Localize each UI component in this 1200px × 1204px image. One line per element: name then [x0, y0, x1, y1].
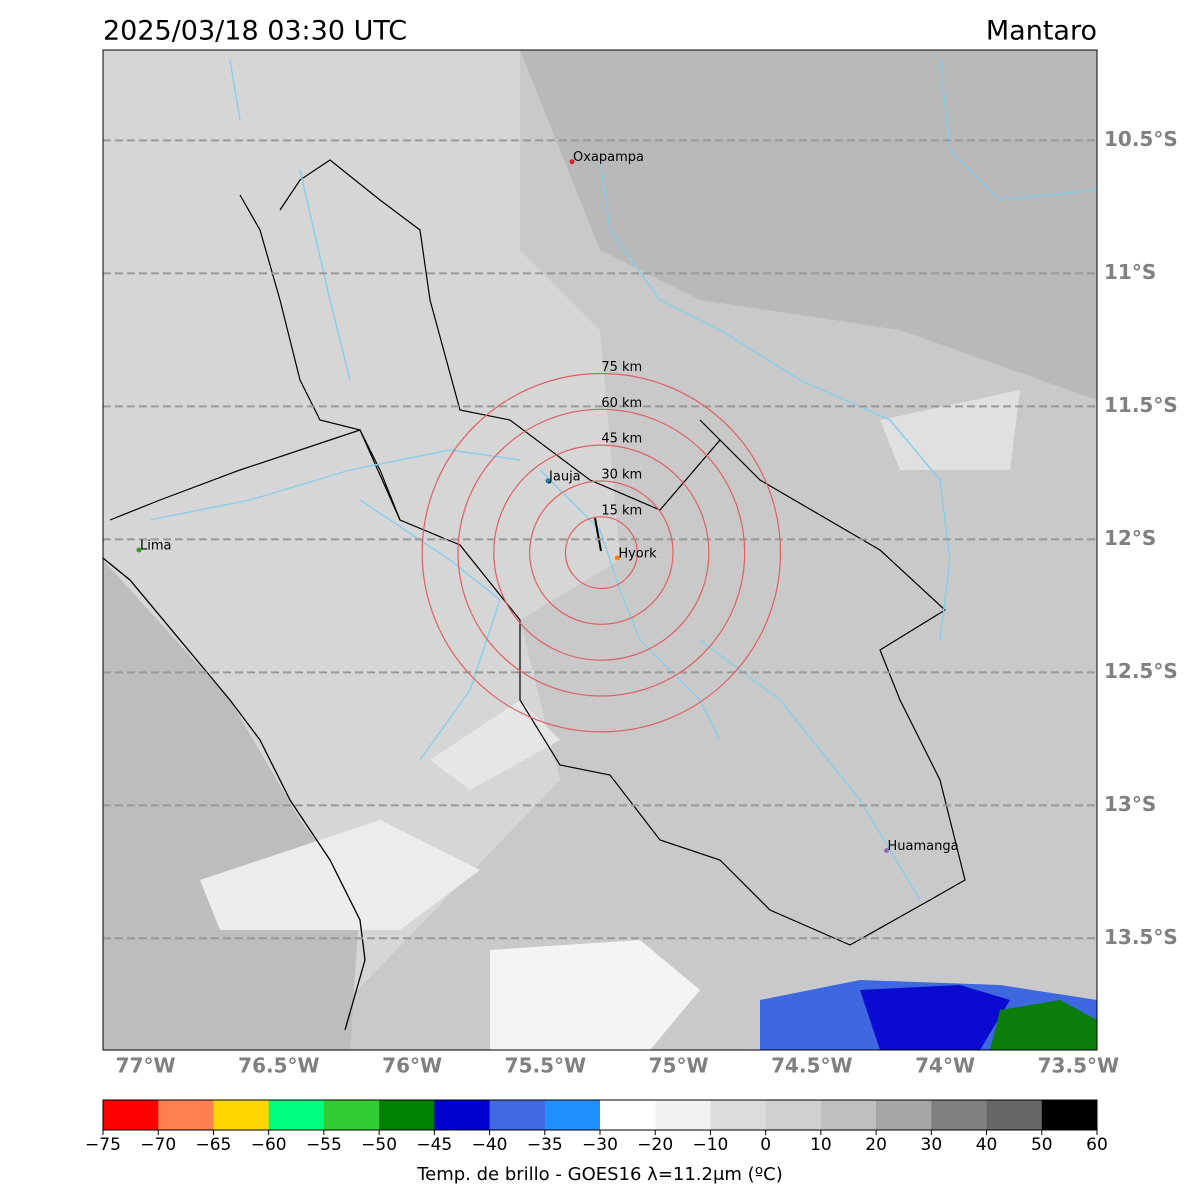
- colorbar-segment: [213, 1100, 270, 1130]
- colorbar-segment: [931, 1100, 988, 1130]
- ring-label: 15 km: [601, 503, 642, 518]
- region-name: Mantaro: [986, 16, 1097, 47]
- lon-label: 73.5°W: [1038, 1054, 1119, 1078]
- colorbar-segment: [489, 1100, 546, 1130]
- colorbar-tick-label: 40: [976, 1135, 998, 1155]
- city-marker: [883, 848, 889, 854]
- colorbar-segment: [544, 1100, 601, 1130]
- lon-label: 77°W: [116, 1054, 176, 1078]
- colorbar-tick-label: −65: [195, 1135, 231, 1155]
- colorbar-segment: [434, 1100, 491, 1130]
- city-label: Hyork: [618, 546, 657, 561]
- colorbar-tick-label: −50: [361, 1135, 397, 1155]
- lat-label: 11°S: [1104, 260, 1156, 284]
- city-marker: [569, 159, 575, 165]
- colorbar-segment: [655, 1100, 711, 1130]
- lat-label: 12.5°S: [1104, 659, 1178, 683]
- colorbar-segment: [600, 1100, 656, 1130]
- ring-label: 30 km: [601, 467, 642, 482]
- colorbar-segment: [158, 1100, 214, 1130]
- colorbar-tick-label: −60: [251, 1135, 287, 1155]
- colorbar-tick-label: 20: [865, 1135, 887, 1155]
- colorbar-segment: [710, 1100, 767, 1130]
- lat-label: 12°S: [1104, 526, 1156, 550]
- map-background: [103, 50, 1097, 1050]
- lon-label: 76.5°W: [238, 1054, 319, 1078]
- colorbar-tick-label: 60: [1086, 1135, 1108, 1155]
- ring-label: 45 km: [601, 432, 642, 447]
- lon-label: 76°W: [382, 1054, 442, 1078]
- city-label: Huamanga: [887, 839, 958, 854]
- city-marker: [614, 555, 620, 561]
- colorbar-segment: [103, 1100, 159, 1130]
- colorbar-tick-label: −35: [527, 1135, 563, 1155]
- colorbar-tick-label: −45: [416, 1135, 452, 1155]
- colorbar-tick-label: −55: [306, 1135, 342, 1155]
- colorbar-tick-label: −75: [85, 1135, 121, 1155]
- lon-label: 75.5°W: [505, 1054, 586, 1078]
- range-ring: [421, 372, 782, 733]
- colorbar-label: Temp. de brillo - GOES16 λ=11.2μm (ºC): [416, 1164, 783, 1185]
- colorbar-tick-label: −70: [140, 1135, 176, 1155]
- colorbar-tick-label: 0: [760, 1135, 771, 1155]
- colorbar-tick-label: 30: [921, 1135, 943, 1155]
- lon-label: 74.5°W: [771, 1054, 852, 1078]
- city-marker: [545, 478, 551, 484]
- colorbar-tick-label: 10: [810, 1135, 832, 1155]
- lat-label: 10.5°S: [1104, 127, 1178, 151]
- colorbar-tick-label: −40: [472, 1135, 508, 1155]
- colorbar-segment: [379, 1100, 435, 1130]
- colorbar-segment: [323, 1100, 380, 1130]
- lon-label: 75°W: [649, 1054, 709, 1078]
- lat-label: 13°S: [1104, 792, 1156, 816]
- title: 2025/03/18 03:30 UTC: [103, 16, 407, 47]
- colorbar-tick-label: −10: [692, 1135, 728, 1155]
- range-ring: [564, 516, 638, 590]
- ring-label: 60 km: [601, 396, 642, 411]
- range-ring: [457, 408, 746, 697]
- colorbar-segment: [268, 1100, 325, 1130]
- colorbar-segment: [820, 1100, 877, 1130]
- colorbar-tick-label: 50: [1031, 1135, 1053, 1155]
- city-label: Jauja: [548, 469, 581, 484]
- range-ring: [529, 480, 674, 625]
- lon-label: 74°W: [915, 1054, 975, 1078]
- city-label: Lima: [140, 539, 171, 554]
- map-frame: [102, 49, 1098, 1051]
- colorbar-tick-label: −30: [582, 1135, 618, 1155]
- lat-label: 13.5°S: [1104, 925, 1178, 949]
- city-label: Oxapampa: [573, 150, 644, 165]
- colorbar-tick-label: −20: [637, 1135, 673, 1155]
- range-ring: [493, 444, 710, 661]
- colorbar-segment: [1041, 1100, 1098, 1130]
- ring-label: 75 km: [601, 360, 642, 375]
- city-marker: [136, 547, 142, 553]
- colorbar-segment: [986, 1100, 1043, 1130]
- colorbar-segment: [765, 1100, 822, 1130]
- colorbar-segment: [876, 1100, 932, 1130]
- lat-label: 11.5°S: [1104, 393, 1178, 417]
